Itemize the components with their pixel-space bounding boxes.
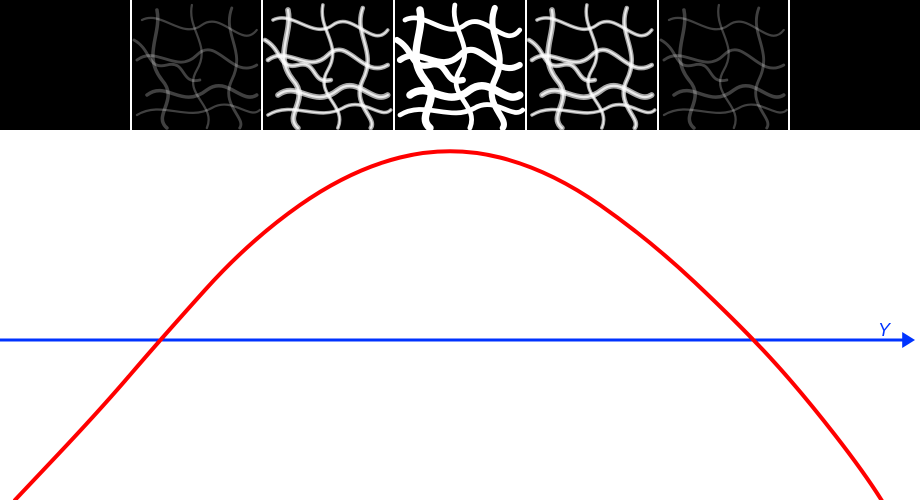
chart-area: Y [0,130,920,500]
intensity-panel-row [0,0,920,130]
intensity-panel [132,0,262,130]
intensity-panel [263,0,393,130]
curve-group [15,151,905,500]
axis-label: Y [878,320,890,341]
intensity-panel [0,0,130,130]
axis-group [0,332,915,348]
chart-svg [0,130,920,500]
intensity-panel [395,0,525,130]
intensity-panel [790,0,920,130]
intensity-panel [527,0,657,130]
intensity-panel [659,0,789,130]
